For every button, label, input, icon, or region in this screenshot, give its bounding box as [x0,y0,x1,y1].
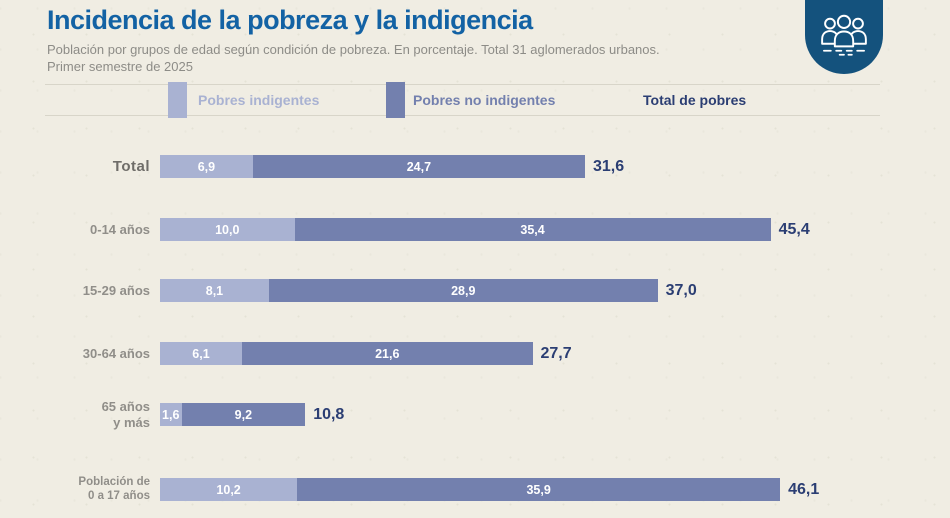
segment-pobres-indigentes: 8,1 [160,279,269,302]
segment-pobres-indigentes: 6,9 [160,155,253,178]
segment-value: 9,2 [234,407,253,422]
segment-pobres-no-indigentes: 28,9 [268,279,658,302]
segment-pobres-no-indigentes: 35,9 [297,478,781,501]
bar-row-15-29: 15-29 años 8,1 28,9 37,0 [0,279,950,302]
category-label: 30-64 años [82,345,150,361]
segment-pobres-indigentes: 10,2 [160,478,298,501]
people-badge [805,0,883,74]
legend-swatch-pobres-no-indigentes [386,82,405,118]
legend-label-pobres-no-indigentes: Pobres no indigentes [413,92,556,108]
segment-value: 6,1 [192,346,210,361]
subtitle-line-1: Población por grupos de edad según condi… [47,42,660,57]
segment-value: 35,9 [526,482,551,497]
segment-pobres-no-indigentes: 35,4 [294,218,771,241]
segment-pobres-no-indigentes: 24,7 [252,155,585,178]
bar-row-poblacion-0-17: Población de 0 a 17 años 10,2 35,9 46,1 [0,475,950,502]
segment-value: 35,4 [520,222,545,237]
category-label: Total [112,157,150,175]
segment-value: 28,9 [451,283,476,298]
segment-value: 10,0 [215,222,240,237]
legend-label-total-de-pobres: Total de pobres [643,92,747,108]
segment-value: 8,1 [205,283,224,298]
segment-value: 1,6 [162,407,180,422]
segment-pobres-indigentes: 6,1 [160,342,242,365]
category-label: 65 años y más [101,398,150,430]
segment-value: 24,7 [406,159,432,174]
category-label: 15-29 años [82,282,150,298]
bar-row-30-64: 30-64 años 6,1 21,6 27,7 [0,342,950,365]
bar-row-65-y-mas: 65 años y más 1,6 9,2 10,8 [0,399,950,430]
total-value: 46,1 [788,480,820,498]
segment-pobres-no-indigentes: 21,6 [242,342,533,365]
category-label: Población de 0 a 17 años [78,475,150,502]
segment-value: 6,9 [197,159,216,174]
people-group-icon [821,14,867,56]
subtitle-line-2: Primer semestre de 2025 [47,59,193,75]
page-title: Incidencia de la pobreza y la indigencia [47,5,533,35]
legend: Pobres indigentes Pobres no indigentes T… [45,82,880,118]
total-value: 37,0 [665,281,697,299]
total-value: 45,4 [778,220,810,238]
bar-row-total: Total 6,9 24,7 31,6 [0,155,950,178]
header: Incidencia de la pobreza y la indigencia… [47,5,787,74]
segment-pobres-no-indigentes: 9,2 [181,403,306,426]
total-value: 31,6 [592,157,625,175]
total-value: 10,8 [313,405,345,423]
category-label: 0-14 años [90,221,150,237]
total-value: 27,7 [540,344,572,362]
segment-value: 10,2 [216,482,241,497]
bar-row-0-14: 0-14 años 10,0 35,4 45,4 [0,218,950,241]
segment-pobres-indigentes: 1,6 [160,403,182,426]
legend-label-pobres-indigentes: Pobres indigentes [198,92,320,108]
segment-pobres-indigentes: 10,0 [160,218,295,241]
segment-value: 21,6 [375,346,400,361]
legend-swatch-pobres-indigentes [168,82,187,118]
